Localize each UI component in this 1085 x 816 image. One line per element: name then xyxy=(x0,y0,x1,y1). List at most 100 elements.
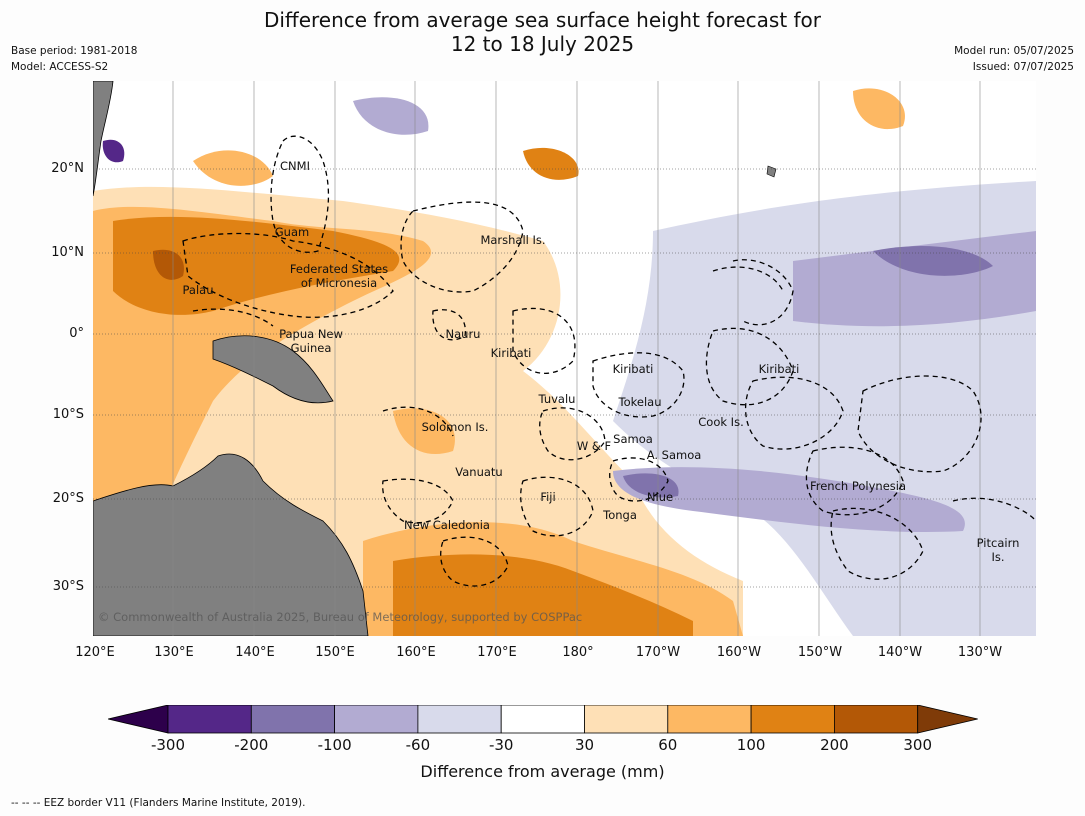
anomaly-orange-solomon xyxy=(393,408,455,455)
colorbar-tick-label: -30 xyxy=(488,736,514,754)
latitude-tick-label: 0° xyxy=(69,326,84,341)
map-canvas xyxy=(93,81,1036,636)
anomaly-dark-purple-east xyxy=(873,246,993,276)
place-label-pitcairn-1: Pitcairn xyxy=(976,536,1020,550)
colorbar-bin xyxy=(584,705,669,734)
colorbar-bin xyxy=(834,705,919,734)
anomaly-orange-ne xyxy=(853,88,905,130)
land-new-guinea xyxy=(212,335,334,404)
title-line-2: 12 to 18 July 2025 xyxy=(450,32,635,56)
title-line-1: Difference from average sea surface heig… xyxy=(263,8,822,32)
meridians xyxy=(172,81,981,636)
colorbar-bin xyxy=(500,705,585,734)
latitude-tick-label: 20°S xyxy=(52,491,84,506)
meta-right: Model run: 05/07/2025 Issued: 07/07/2025 xyxy=(954,43,1074,75)
land-australia xyxy=(93,453,369,636)
base-period-text: Base period: 1981-2018 xyxy=(11,45,138,57)
colorbar-tick-label: 30 xyxy=(574,736,595,754)
colorbar-over-triangle xyxy=(917,705,978,734)
longitude-tick-label: 140°E xyxy=(235,645,275,660)
longitude-tick-label: 130°W xyxy=(957,645,1003,660)
sea-level-map: CNMI Guam Marshall Is. Federated States of M… xyxy=(93,81,1036,636)
place-label-fsm-2: of Micronesia xyxy=(300,276,378,290)
anomaly-dark-orange-south xyxy=(393,554,693,636)
colorbar-tick-label: -100 xyxy=(317,736,352,754)
place-label-french-polynesia: French Polynesia xyxy=(809,479,907,493)
anomaly-dark-purple-south xyxy=(623,473,679,498)
place-label-marshall-is-: Marshall Is. xyxy=(480,233,546,247)
anomaly-purple-north xyxy=(353,97,429,135)
place-label-kiribati-e: Kiribati xyxy=(758,362,800,376)
longitude-tick-label: 130°E xyxy=(154,645,194,660)
place-label-a-samoa: A. Samoa xyxy=(646,448,702,462)
anomaly-purple-south xyxy=(613,467,965,532)
issued-text: Issued: 07/07/2025 xyxy=(972,61,1074,73)
place-label-samoa: Samoa xyxy=(613,432,653,446)
longitude-tick-label: 150°W xyxy=(797,645,843,660)
colorbar-bin xyxy=(334,705,419,734)
longitude-tick-label: 160°W xyxy=(716,645,762,660)
longitude-tick-label: 140°W xyxy=(877,645,923,660)
model-run-text: Model run: 05/07/2025 xyxy=(954,45,1074,57)
anomaly-dark-orange-band xyxy=(113,216,400,315)
place-label-new-caledonia: New Caledonia xyxy=(404,518,490,532)
anomaly-orange-north-2 xyxy=(523,147,579,180)
longitude-tick-label: 180° xyxy=(562,645,594,660)
place-label-kiribati-c: Kiribati xyxy=(612,362,654,376)
land-asia xyxy=(93,81,114,197)
colorbar-tick-label: -300 xyxy=(150,736,186,754)
place-label-png-2: Guinea xyxy=(290,341,332,355)
colorbar xyxy=(108,705,978,734)
latitude-tick-label: 30°S xyxy=(52,579,84,594)
place-label-pitcairn-2: Is. xyxy=(991,550,1005,564)
longitude-tick-label: 120°E xyxy=(75,645,115,660)
meta-left: Base period: 1981-2018 Model: ACCESS-S2 xyxy=(11,43,137,75)
place-label-fiji: Fiji xyxy=(540,490,556,504)
copyright-text: © Commonwealth of Australia 2025, Bureau… xyxy=(98,610,583,624)
graticule xyxy=(93,168,1036,588)
place-label-vanuatu: Vanuatu xyxy=(455,465,503,479)
land-hawaii xyxy=(766,165,777,178)
place-label-png-1: Papua New xyxy=(279,327,343,341)
place-label-cook: Cook Is. xyxy=(698,415,744,429)
colorbar-bin xyxy=(250,705,336,734)
colorbar-under-triangle xyxy=(108,705,169,734)
colorbar-bin xyxy=(750,705,835,734)
colorbar-label: Difference from average (mm) xyxy=(420,762,665,781)
colorbar-tick-label: -200 xyxy=(234,736,269,754)
place-label-tuvalu: Tuvalu xyxy=(538,392,576,406)
eez-borders xyxy=(182,135,1036,587)
anomaly-darkest-west xyxy=(153,249,184,280)
anomaly-darkest-purple-nw xyxy=(102,139,125,163)
model-text: Model: ACCESS-S2 xyxy=(11,61,109,73)
place-label-tokelau: Tokelau xyxy=(618,395,662,409)
colorbar-tick-label: 60 xyxy=(658,736,678,754)
latitude-tick-label: 10°N xyxy=(51,245,84,260)
colorbar-bin xyxy=(167,705,252,734)
place-label-solomon: Solomon Is. xyxy=(421,420,489,434)
colorbar-bin xyxy=(417,705,502,734)
colorbar-bin xyxy=(667,705,752,734)
chart-title: Difference from average sea surface heig… xyxy=(0,8,1085,56)
place-label-w-f: W & F xyxy=(576,439,612,453)
place-label-cnmi: CNMI xyxy=(280,159,310,173)
latitude-tick-label: 10°S xyxy=(52,407,84,422)
place-label-kiribati-w: Kiribati xyxy=(490,346,532,360)
anomaly-orange-north xyxy=(193,150,273,186)
colorbar-tick-label: -60 xyxy=(405,736,431,754)
place-label-guam: Guam xyxy=(274,225,310,239)
longitude-tick-label: 150°E xyxy=(315,645,355,660)
place-label-palau: Palau xyxy=(182,283,214,297)
longitude-tick-label: 170°W xyxy=(635,645,681,660)
colorbar-tick-label: 300 xyxy=(903,736,933,754)
place-label-fsm-1: Federated States xyxy=(289,262,389,276)
place-label-niue: Niue xyxy=(646,490,674,504)
latitude-tick-label: 20°N xyxy=(51,161,84,176)
colorbar-tick-label: 100 xyxy=(736,736,766,754)
footnote: -- -- -- EEZ border V11 (Flanders Marine… xyxy=(11,797,306,809)
colorbar-tick-label: 200 xyxy=(820,736,849,754)
longitude-tick-label: 160°E xyxy=(396,645,436,660)
place-label-nauru: Nauru xyxy=(445,327,481,341)
longitude-tick-label: 170°E xyxy=(477,645,517,660)
place-label-tonga: Tonga xyxy=(603,508,637,522)
